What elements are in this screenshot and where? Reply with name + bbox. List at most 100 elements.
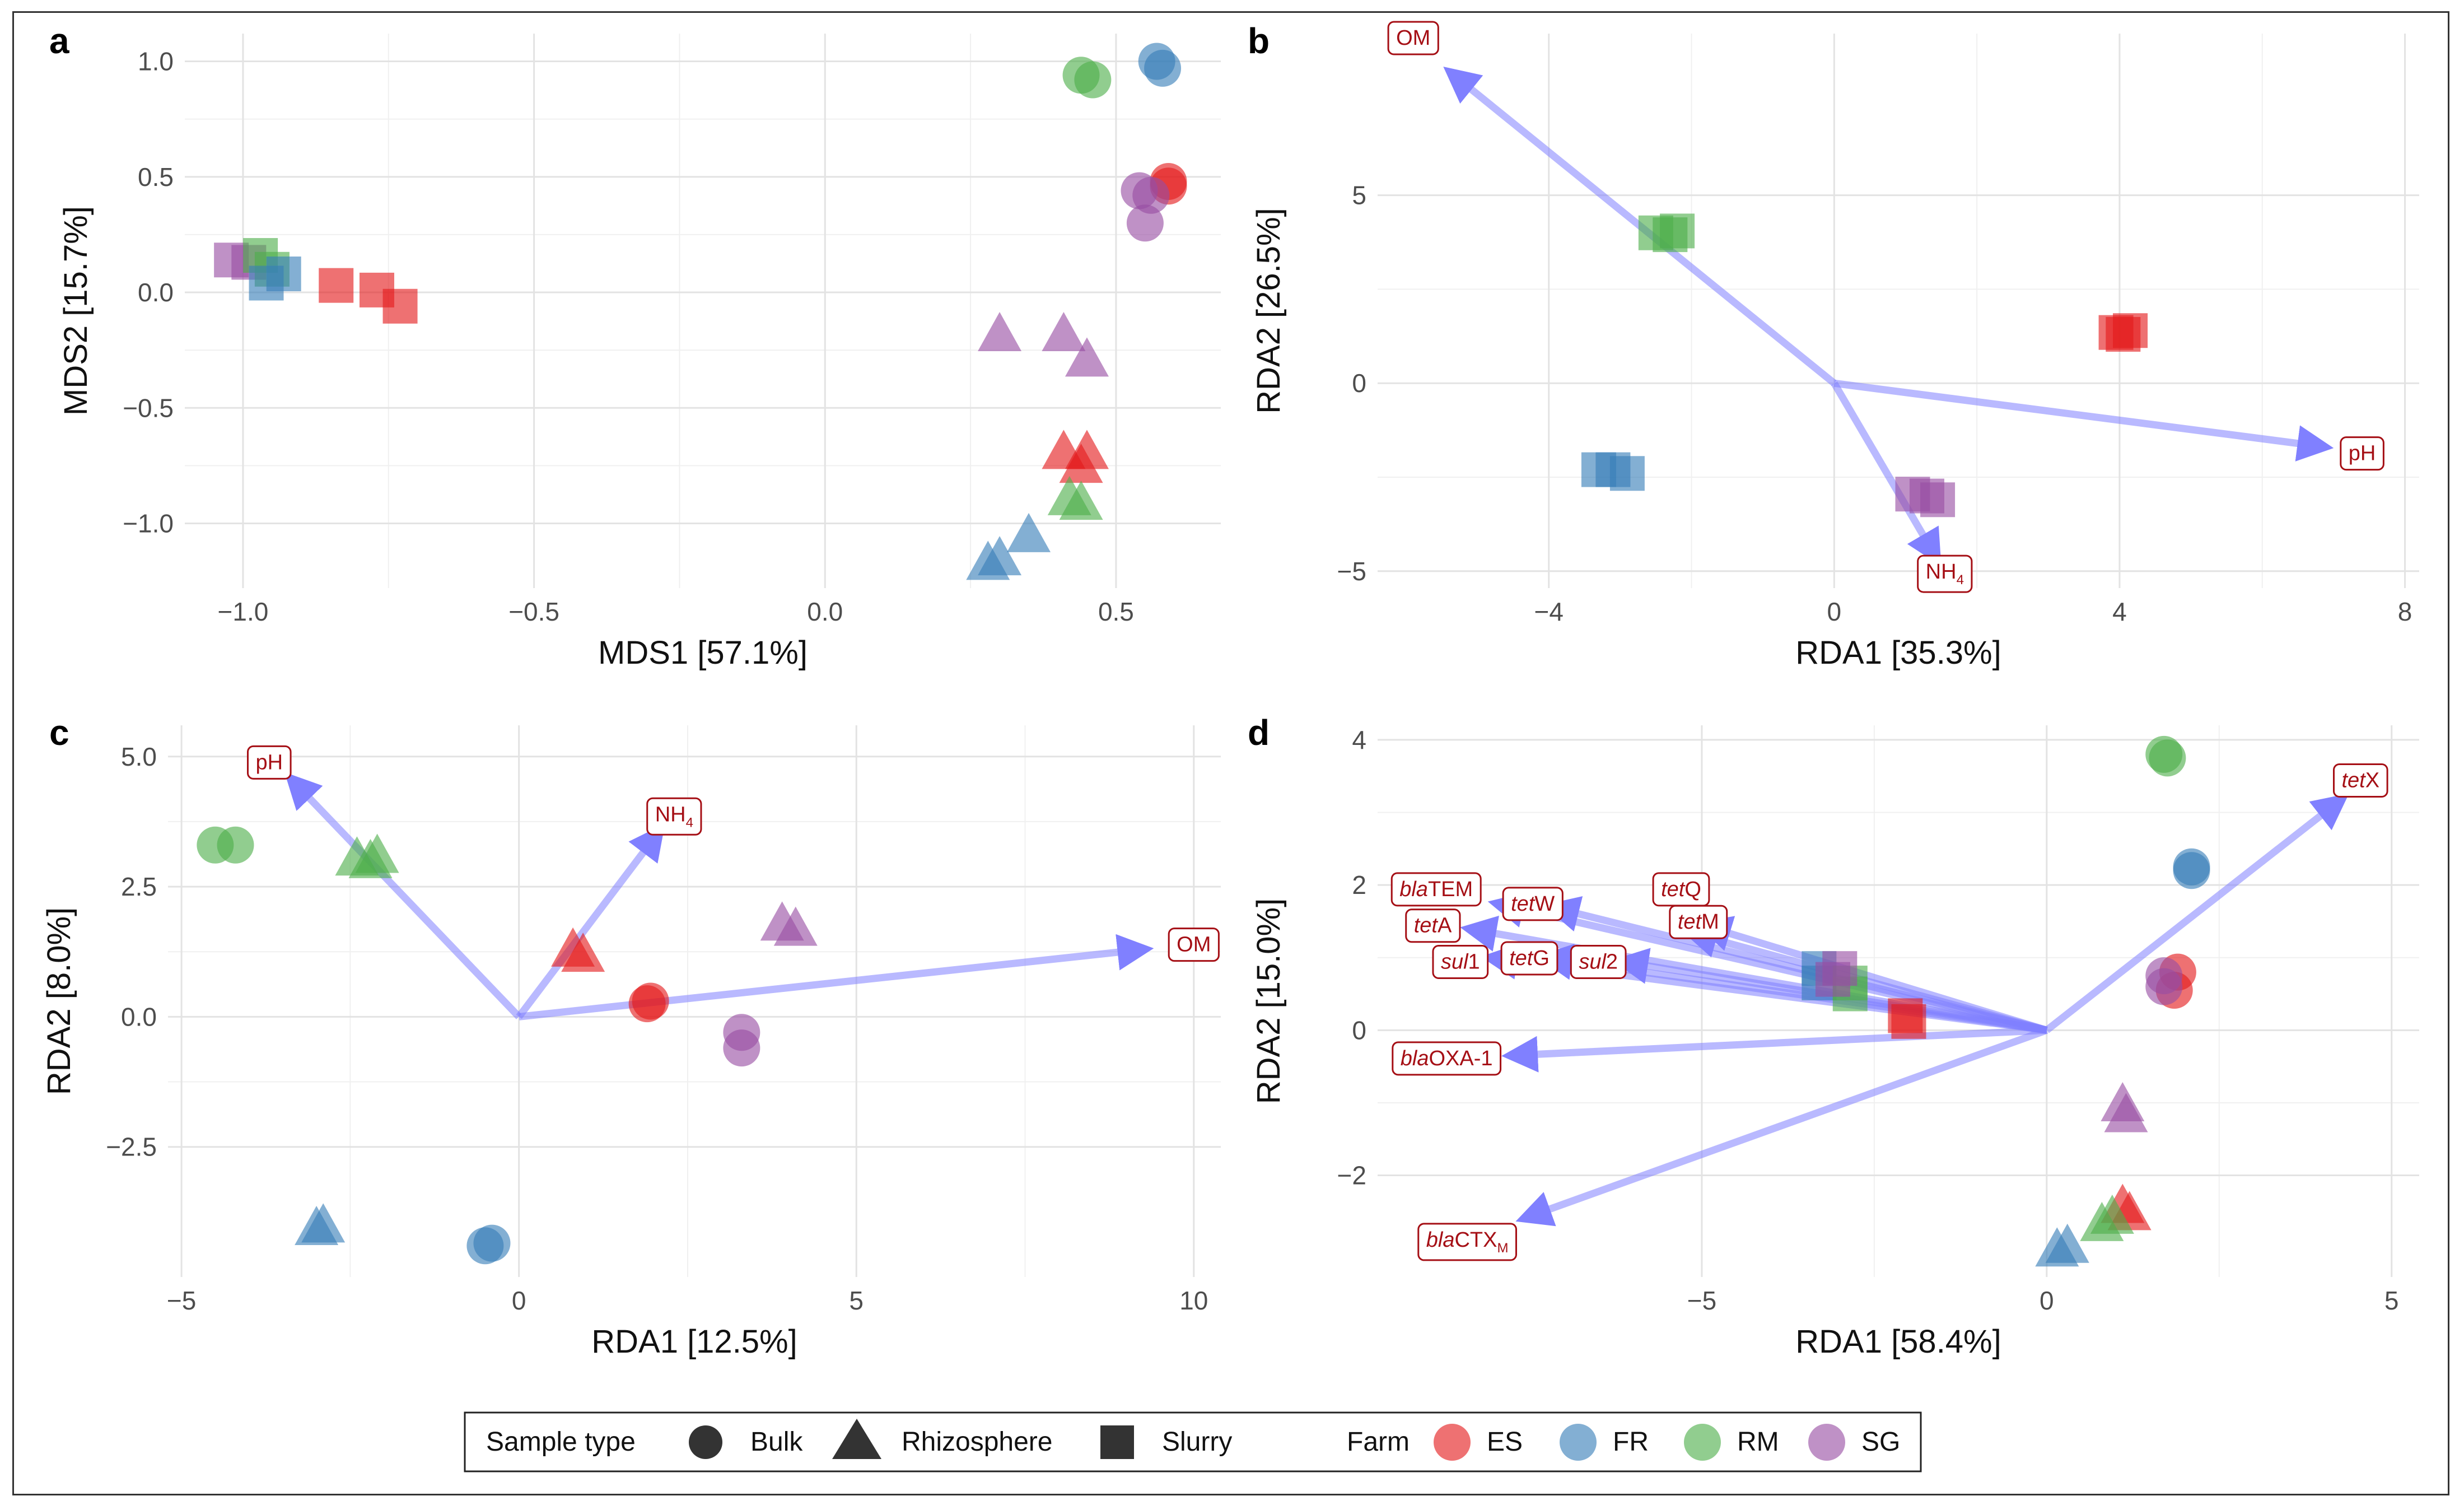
y-axis-title: RDA2 [15.0%] bbox=[1250, 898, 1287, 1104]
x-tick-label: 0.5 bbox=[1098, 597, 1134, 626]
point-sg-triangle bbox=[773, 906, 818, 946]
arrow-label-text: sul2 bbox=[1579, 950, 1618, 974]
x-tick-label: 0 bbox=[512, 1286, 526, 1315]
arrow-label-text: sul1 bbox=[1441, 950, 1480, 974]
legend-rhizosphere-icon bbox=[832, 1419, 881, 1459]
point-es-triangle bbox=[1059, 444, 1103, 483]
legend-farm-title: Farm bbox=[1347, 1427, 1410, 1457]
y-axis-title: MDS2 [15.7%] bbox=[58, 206, 94, 416]
arrow-label-subscript: M bbox=[1497, 1241, 1508, 1256]
x-tick-label: −5 bbox=[1687, 1286, 1716, 1315]
arrow-label-text: tetQ bbox=[1661, 878, 1701, 901]
arrow-label-main: A bbox=[1438, 914, 1452, 938]
arrow-label: NH4 bbox=[646, 797, 702, 836]
arrow-label-main: TEM bbox=[1428, 878, 1473, 901]
point-fr-square bbox=[1609, 456, 1645, 491]
arrow-label-italic: bla bbox=[1399, 878, 1428, 901]
point-es-circle bbox=[632, 982, 669, 1020]
arrow-label: tetQ bbox=[1652, 872, 1710, 907]
arrow-label: tetA bbox=[1405, 908, 1461, 943]
arrow-label-main: OM bbox=[1177, 933, 1211, 957]
legend-farm-swatch bbox=[1560, 1424, 1597, 1461]
point-sg-square bbox=[1909, 478, 1944, 514]
point-sg-circle bbox=[1132, 176, 1170, 214]
legend-farm-swatch bbox=[1808, 1424, 1845, 1461]
x-tick-label: −4 bbox=[1534, 597, 1564, 626]
arrow-label-text: blaCTXM bbox=[1426, 1228, 1509, 1256]
arrow-label: blaTEM bbox=[1390, 872, 1482, 907]
x-tick-label: −0.5 bbox=[508, 597, 559, 626]
arrow-label-text: blaOXA-1 bbox=[1401, 1047, 1493, 1070]
arrow-label: tetW bbox=[1502, 887, 1564, 921]
gridlines bbox=[185, 34, 1221, 588]
y-tick-label: −2.5 bbox=[106, 1132, 157, 1162]
arrow-label-box bbox=[1417, 1223, 1517, 1261]
x-tick-label: 0 bbox=[1827, 597, 1842, 626]
arrow-label-main: OXA-1 bbox=[1429, 1047, 1493, 1070]
x-axis-title: RDA1 [35.3%] bbox=[1795, 635, 2001, 671]
legend-farm-label: RM bbox=[1737, 1427, 1779, 1457]
y-tick-label: 5.0 bbox=[121, 742, 157, 771]
legend-sample-type-title: Sample type bbox=[486, 1427, 636, 1457]
point-fr-triangle bbox=[1007, 512, 1051, 552]
point-sg-triangle bbox=[2104, 1093, 2148, 1132]
point-fr-triangle bbox=[301, 1203, 346, 1243]
x-tick-label: 4 bbox=[2112, 597, 2127, 626]
legend-farm-swatch bbox=[1684, 1424, 1721, 1461]
panel-label: b bbox=[1248, 21, 1270, 61]
arrow-label: pH bbox=[246, 745, 292, 780]
arrow-label-main: G bbox=[1533, 947, 1550, 970]
legend-farm-label: FR bbox=[1613, 1427, 1649, 1457]
arrow-label-italic: bla bbox=[1426, 1228, 1455, 1252]
x-tick-label: 0.0 bbox=[807, 597, 843, 626]
arrow-label: OM bbox=[1387, 21, 1439, 55]
arrow-label-box bbox=[1502, 887, 1564, 921]
arrow-label-text: tetG bbox=[1509, 947, 1550, 970]
arrow-label-main: OM bbox=[1396, 26, 1430, 50]
legend: Sample type Bulk Rhizosphere Slurry Farm ES FR… bbox=[464, 1411, 1922, 1472]
point-es-square bbox=[2106, 316, 2141, 352]
y-tick-label: 0 bbox=[1352, 369, 1366, 398]
arrow-label: tetM bbox=[1669, 905, 1728, 939]
arrow-label-main: W bbox=[1534, 892, 1555, 916]
arrow-label-text: OM bbox=[1177, 933, 1211, 957]
arrow-label-box bbox=[1390, 872, 1482, 907]
arrow-label-box bbox=[646, 797, 702, 836]
point-rm-triangle bbox=[348, 838, 393, 878]
x-tick-label: 5 bbox=[2384, 1286, 2399, 1315]
arrow-label-italic: sul bbox=[1441, 950, 1469, 974]
x-tick-label: 5 bbox=[849, 1286, 864, 1315]
panel-label: c bbox=[49, 712, 69, 753]
loading-arrow bbox=[2044, 793, 2349, 1033]
legend-farm-swatch bbox=[1434, 1424, 1471, 1461]
point-fr-circle bbox=[1144, 49, 1182, 87]
arrow-label-box bbox=[246, 745, 292, 780]
point-fr-circle bbox=[473, 1224, 511, 1262]
arrow-label-text: NH4 bbox=[655, 803, 693, 830]
loading-arrow bbox=[1831, 381, 1942, 566]
arrow-label-box bbox=[1405, 908, 1461, 943]
arrow-label: tetX bbox=[2332, 763, 2388, 798]
point-es-square bbox=[382, 288, 418, 324]
y-axis-title: RDA2 [26.5%] bbox=[1250, 208, 1287, 414]
y-tick-label: 0.0 bbox=[121, 1002, 157, 1031]
point-sg-triangle bbox=[1042, 311, 1086, 351]
arrow-label-main: 1 bbox=[1468, 950, 1480, 974]
point-rm-square bbox=[1653, 217, 1688, 253]
point-sg-triangle bbox=[1065, 337, 1109, 377]
arrow-label: sul2 bbox=[1570, 945, 1627, 980]
arrow-label-box bbox=[1392, 1041, 1502, 1076]
point-fr-triangle bbox=[978, 536, 1022, 576]
x-tick-label: −5 bbox=[167, 1286, 196, 1315]
arrow-label-main: Q bbox=[1684, 878, 1701, 901]
y-tick-label: 2.5 bbox=[121, 872, 157, 901]
point-sg-circle bbox=[1126, 204, 1164, 242]
arrow-label-box bbox=[1168, 928, 1220, 962]
x-axis-title: RDA1 [12.5%] bbox=[591, 1323, 797, 1360]
arrow-label-box bbox=[1917, 554, 1973, 593]
point-rm-triangle bbox=[2090, 1194, 2134, 1234]
arrow-label-main: pH bbox=[2349, 442, 2376, 465]
arrow-label-box bbox=[1669, 905, 1728, 939]
